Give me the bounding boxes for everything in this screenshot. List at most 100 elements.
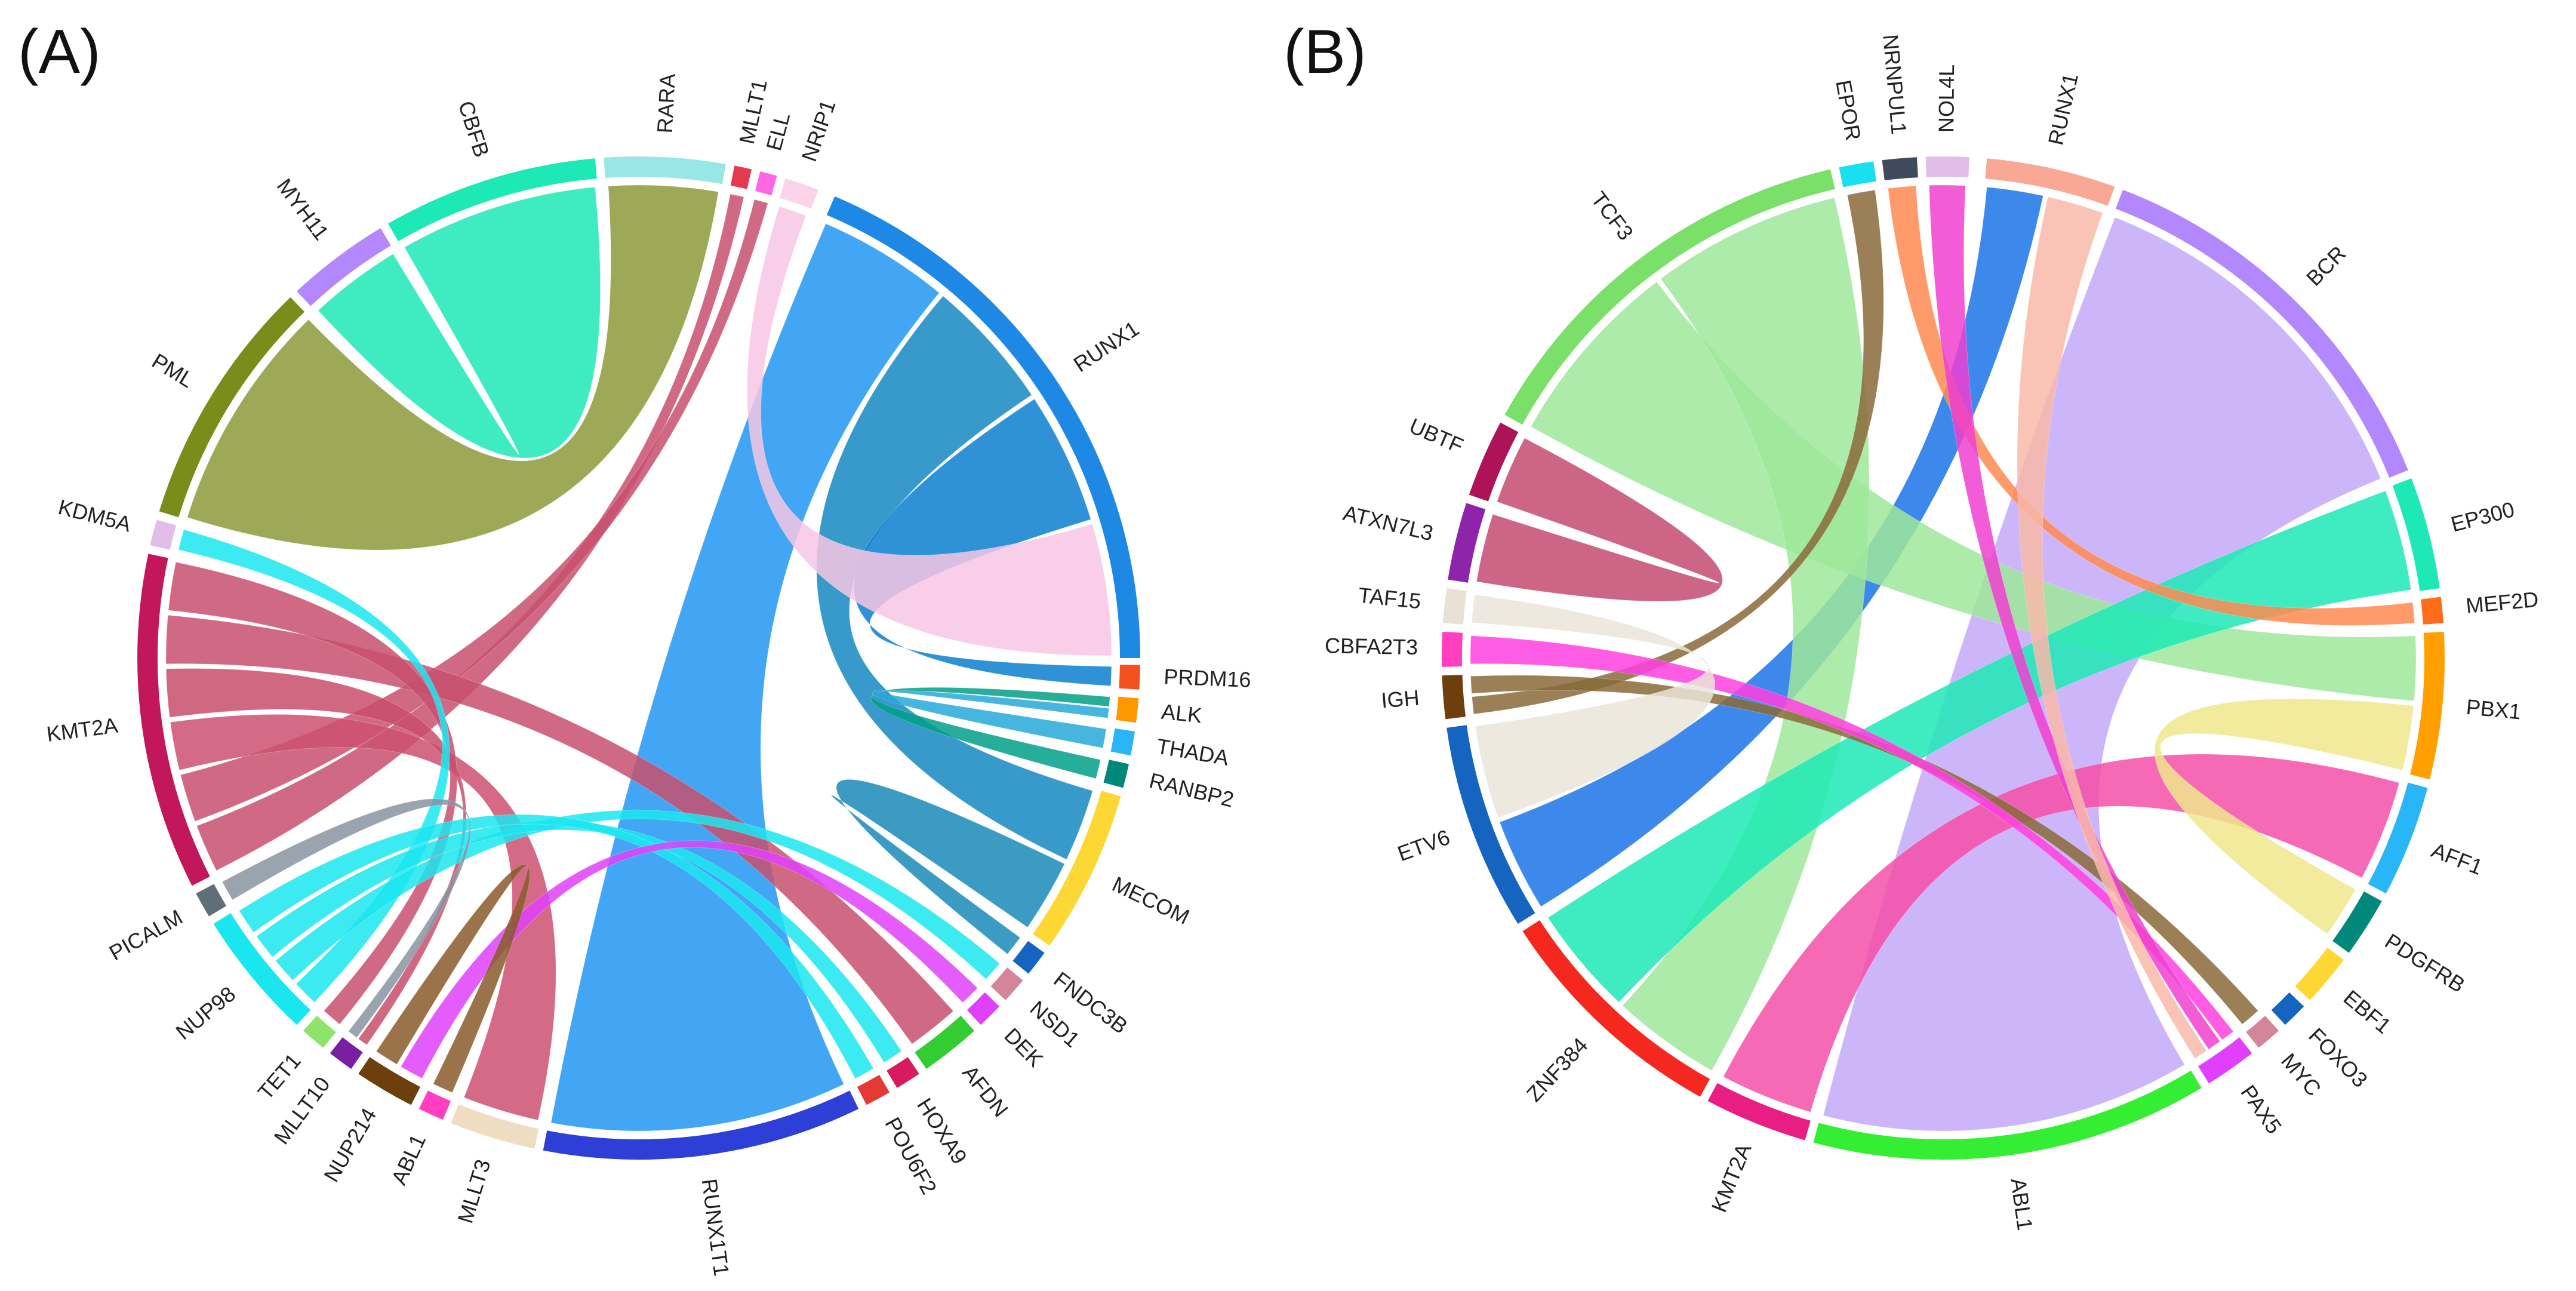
segment-arc-mecom bbox=[1033, 791, 1121, 946]
ribbon-pbx1-pdgfrb bbox=[2154, 698, 2414, 935]
segment-label-myc: MYC bbox=[2276, 1049, 2326, 1101]
segment-label-mef2d: MEF2D bbox=[2465, 587, 2540, 619]
segment-label-aff1: AFF1 bbox=[2428, 838, 2486, 880]
segment-label-rara: RARA bbox=[653, 73, 680, 134]
segment-arc-myc bbox=[2246, 1016, 2279, 1048]
segment-label-bcr: BCR bbox=[2301, 241, 2351, 291]
ribbon-nol4l-pax5 bbox=[1928, 185, 2221, 1050]
segment-arc-nrnpul1 bbox=[1882, 157, 1918, 180]
segment-arc-mef2d bbox=[2421, 597, 2443, 625]
segment-label-runx1: RUNX1 bbox=[2043, 71, 2083, 147]
segment-arc-hoxa9 bbox=[887, 1057, 919, 1088]
segment-arc-prdm16 bbox=[1119, 665, 1140, 690]
segment-arc-mllt1 bbox=[730, 165, 752, 189]
segment-arc-picalm bbox=[196, 884, 227, 917]
segment-arc-aff1 bbox=[2368, 782, 2428, 894]
ribbon-dek-nup214 bbox=[400, 840, 978, 1079]
segment-arc-abl1 bbox=[418, 1090, 451, 1120]
panel-b-arcs bbox=[1441, 156, 2445, 1160]
segment-arc-afdn bbox=[915, 1016, 975, 1069]
segment-arc-ranbp2 bbox=[1103, 760, 1129, 788]
segment-label-ebf1: EBF1 bbox=[2339, 985, 2396, 1038]
segment-label-znf384: ZNF384 bbox=[1522, 1033, 1593, 1106]
segment-label-igh: IGH bbox=[1380, 686, 1420, 713]
ribbon-kmt2a-mllt10 bbox=[165, 668, 467, 1046]
ribbon-abl1-nup214 bbox=[376, 864, 530, 1093]
segment-arc-taf15 bbox=[1443, 588, 1467, 625]
segment-arc-pou6f2 bbox=[857, 1075, 890, 1105]
segment-arc-etv6 bbox=[1447, 725, 1535, 924]
segment-arc-abl1 bbox=[1813, 1070, 2202, 1160]
segment-label-nol4l: NOL4L bbox=[1934, 64, 1959, 133]
segment-label-myh11: MYH11 bbox=[272, 174, 334, 244]
panel-label-a: (A) bbox=[18, 17, 101, 87]
ribbon-nup98-hoxa9 bbox=[256, 820, 902, 1063]
segment-label-nrip1: NRIP1 bbox=[796, 97, 840, 165]
segment-label-cbfa2t3: CBFA2T3 bbox=[1325, 633, 1418, 659]
segment-arc-tet1 bbox=[303, 1016, 336, 1048]
ribbon-runx1-pax5 bbox=[2017, 196, 2207, 1059]
segment-arc-foxo3 bbox=[2271, 992, 2304, 1025]
segment-label-mecom: MECOM bbox=[1109, 872, 1193, 929]
segment-arc-runx1t1 bbox=[543, 1090, 859, 1160]
segment-arc-cbfb bbox=[388, 158, 597, 241]
segment-arc-ep300 bbox=[2392, 478, 2440, 591]
segment-arc-pax5 bbox=[2198, 1037, 2252, 1084]
segment-label-pbx1: PBX1 bbox=[2465, 694, 2522, 724]
segment-label-mllt3: MLLT3 bbox=[453, 1157, 495, 1227]
segment-label-taf15: TAF15 bbox=[1357, 583, 1422, 614]
segment-arc-znf384 bbox=[1522, 920, 1710, 1097]
segment-arc-cbfa2t3 bbox=[1441, 632, 1463, 667]
segment-arc-nup98 bbox=[213, 913, 311, 1025]
ribbon-ubtf-atxn7l3 bbox=[1476, 438, 1723, 602]
segment-label-nup98: NUP98 bbox=[171, 982, 241, 1044]
segment-label-pax5: PAX5 bbox=[2236, 1080, 2286, 1138]
segment-arc-ebf1 bbox=[2295, 948, 2344, 1000]
segment-arc-atxn7l3 bbox=[1448, 503, 1486, 583]
segment-arc-tcf3 bbox=[1504, 169, 1835, 425]
segment-label-kmt2a: KMT2A bbox=[1707, 1140, 1756, 1216]
segment-arc-epor bbox=[1839, 161, 1876, 187]
segment-arc-kmt2a bbox=[1707, 1083, 1811, 1141]
segment-label-thada: THADA bbox=[1155, 734, 1230, 770]
segment-label-atxn7l3: ATXN7L3 bbox=[1341, 500, 1436, 546]
ribbon-igh-myc bbox=[1470, 675, 2259, 1025]
ribbon-picalm-mllt10 bbox=[221, 798, 471, 1038]
segment-arc-pbx1 bbox=[2410, 632, 2445, 780]
segment-label-prdm16: PRDM16 bbox=[1164, 664, 1252, 692]
segment-arc-kmt2a bbox=[137, 554, 210, 886]
segment-arc-mllt3 bbox=[451, 1104, 539, 1149]
ribbon-kmt2a-aff1 bbox=[1723, 754, 2400, 1112]
segment-label-etv6: ETV6 bbox=[1394, 825, 1453, 866]
segment-arc-runx1 bbox=[826, 196, 1140, 658]
chord-panel-b: (B) RUNX1 BCR EP300 MEF2D PBX1 AFF1 PDGFRBEBF1… bbox=[1284, 17, 2540, 1232]
segment-label-runx1: RUNX1 bbox=[1069, 316, 1143, 377]
segment-label-tcf3: TCF3 bbox=[1586, 187, 1638, 245]
ribbon-pml-rara bbox=[187, 185, 719, 551]
segment-arc-dek bbox=[967, 992, 1000, 1025]
ribbon-nup98-pou6f2 bbox=[238, 814, 874, 1079]
ribbon-taf15-etv6 bbox=[1471, 594, 1716, 818]
segment-label-abl1: ABL1 bbox=[2006, 1176, 2038, 1232]
segment-arc-igh bbox=[1442, 675, 1466, 720]
segment-label-pdgfrb: PDGFRB bbox=[2381, 929, 2470, 997]
segment-label-ell: ELL bbox=[761, 110, 795, 153]
segment-arc-nrip1 bbox=[779, 178, 818, 209]
segment-label-kdm5a: KDM5A bbox=[56, 494, 134, 537]
segment-label-pml: PML bbox=[147, 348, 198, 392]
segment-arc-bcr bbox=[2115, 189, 2408, 478]
segment-arc-pml bbox=[159, 297, 305, 518]
segment-label-nup214: NUP214 bbox=[319, 1104, 381, 1186]
ribbon-thada-alk bbox=[872, 690, 1110, 749]
segment-arc-ubtf bbox=[1469, 422, 1519, 502]
segment-arc-mllt10 bbox=[330, 1037, 363, 1069]
segment-arc-nup214 bbox=[358, 1057, 421, 1105]
ribbon-tcf3-znf384 bbox=[1622, 197, 1870, 1071]
ribbon-kmt2a-tet1 bbox=[168, 561, 457, 1025]
ribbon-runx1-runx1t1 bbox=[550, 223, 940, 1132]
segment-label-ubtf: UBTF bbox=[1406, 413, 1467, 458]
segment-label-picalm: PICALM bbox=[105, 905, 187, 966]
segment-label-afdn: AFDN bbox=[958, 1061, 1013, 1121]
panel-label-b: (B) bbox=[1284, 17, 1367, 87]
